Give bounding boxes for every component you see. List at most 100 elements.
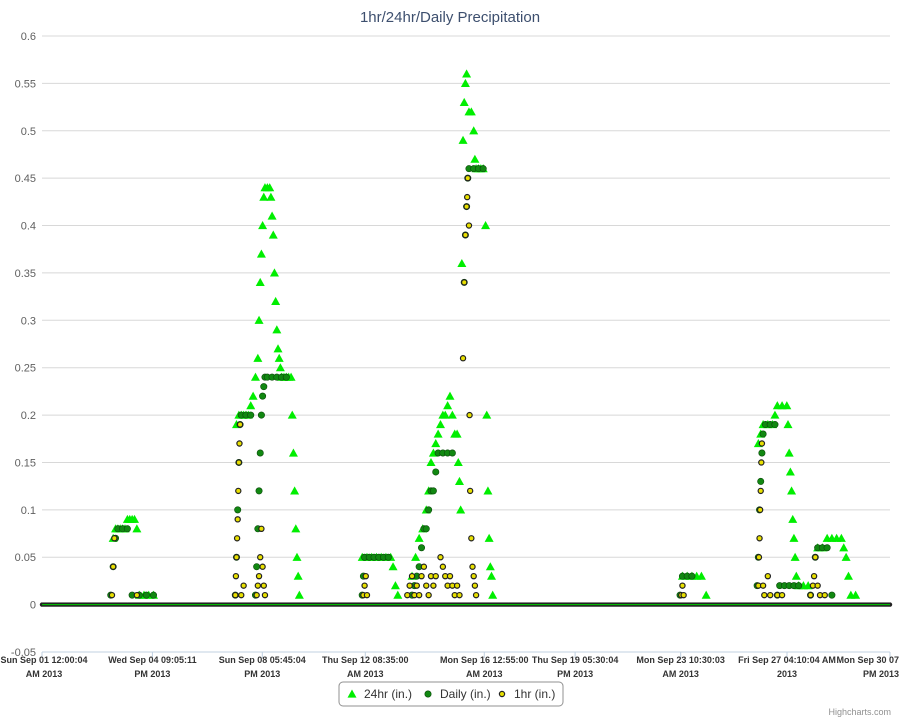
data-point: [393, 590, 403, 599]
data-point: [404, 591, 411, 599]
data-point: [234, 506, 242, 514]
x-tick-label: Thu Sep 12 08:35:00: [322, 655, 409, 665]
data-point: [363, 591, 371, 599]
data-point: [361, 582, 368, 589]
data-point: [755, 554, 763, 561]
data-point: [757, 477, 765, 485]
legend-symbol: [498, 690, 506, 698]
x-tick-label: Wed Sep 04 09:05:11: [108, 655, 196, 665]
data-point: [767, 591, 774, 599]
x-tick-label-line2: PM 2013: [134, 669, 170, 679]
data-point: [807, 591, 814, 599]
data-point: [812, 554, 819, 561]
legend-item-1[interactable]: Daily (in.): [424, 687, 491, 701]
data-point: [688, 572, 696, 580]
data-point: [851, 590, 861, 599]
y-tick-label: 0.5: [21, 126, 36, 138]
data-point: [431, 439, 441, 448]
data-point: [258, 525, 265, 533]
data-point: [756, 506, 764, 514]
data-point: [260, 582, 267, 589]
data-point: [259, 392, 267, 400]
x-tick-label: Fri Sep 27 04:10:04 AM: [738, 655, 836, 665]
data-point: [388, 562, 398, 571]
x-tick-label: Mon Sep 23 10:30:03: [636, 655, 725, 665]
data-point: [778, 591, 786, 599]
legend[interactable]: 24hr (in.) Daily (in.) 1hr (in.): [338, 681, 564, 707]
y-tick-label: 0.4: [21, 221, 36, 233]
legend-item-0[interactable]: 24hr (in.): [347, 687, 413, 701]
data-point: [432, 572, 439, 580]
y-tick-label: 0.35: [15, 268, 36, 280]
data-point: [384, 553, 392, 561]
data-point: [456, 591, 463, 599]
data-point: [457, 258, 467, 268]
data-point: [232, 591, 239, 599]
data-point: [841, 552, 851, 561]
series-2: [108, 174, 828, 599]
data-point: [266, 192, 276, 201]
data-point: [425, 506, 433, 514]
data-point: [291, 524, 301, 533]
data-point: [459, 97, 469, 106]
data-point: [788, 514, 798, 523]
data-point: [288, 448, 298, 457]
grid-layer: [42, 35, 890, 653]
y-tick-label: 0.2: [21, 410, 36, 422]
data-point: [254, 315, 264, 324]
data-point: [452, 429, 462, 438]
data-point: [256, 249, 266, 258]
data-point: [413, 582, 420, 589]
data-point: [787, 486, 797, 495]
legend-symbol: [347, 689, 357, 698]
data-point: [440, 410, 450, 419]
data-point: [759, 582, 767, 589]
y-tick-label: 0.25: [15, 363, 36, 375]
data-point: [795, 582, 803, 590]
series-0: [108, 69, 861, 599]
data-point: [425, 591, 432, 599]
credits-link[interactable]: Highcharts.com: [828, 707, 891, 717]
data-point: [255, 572, 263, 580]
zero-baseline-series: [39, 602, 893, 607]
data-point: [293, 571, 303, 580]
data-point: [257, 411, 265, 419]
data-point: [828, 591, 836, 599]
data-point: [485, 562, 495, 571]
data-point: [255, 277, 265, 286]
data-point: [679, 582, 686, 589]
data-point: [426, 457, 436, 467]
data-point: [461, 279, 468, 286]
y-tick-label: 0.6: [21, 31, 36, 43]
data-point: [470, 154, 480, 163]
data-point: [488, 590, 498, 599]
legend-label: Daily (in.): [440, 687, 491, 701]
data-point: [253, 591, 260, 599]
data-point: [757, 487, 764, 495]
data-point: [390, 581, 400, 590]
y-tick-label: 0.15: [15, 457, 36, 469]
data-point: [269, 268, 279, 277]
data-point: [810, 572, 818, 580]
series-1: [107, 165, 836, 599]
data-point: [272, 325, 282, 334]
data-point: [696, 571, 706, 580]
data-point: [479, 165, 487, 173]
data-point: [282, 373, 290, 381]
data-point: [784, 448, 794, 457]
data-point: [246, 401, 256, 410]
data-point: [486, 571, 496, 580]
data-point: [454, 476, 464, 486]
legend-item-2[interactable]: 1hr (in.): [498, 687, 555, 701]
data-point: [821, 591, 828, 599]
data-point: [362, 572, 369, 580]
data-point: [484, 533, 494, 542]
data-point: [432, 468, 440, 476]
data-point: [469, 126, 479, 135]
data-point: [236, 440, 243, 447]
x-tick-label-line2: PM 2013: [863, 669, 899, 679]
data-point: [458, 135, 468, 144]
data-point: [482, 410, 492, 419]
data-point: [839, 543, 849, 552]
